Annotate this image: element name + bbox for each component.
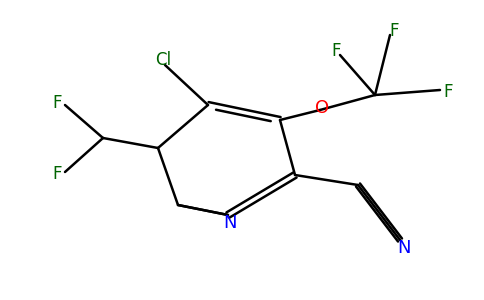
Text: N: N bbox=[223, 214, 237, 232]
Text: F: F bbox=[389, 22, 399, 40]
Text: F: F bbox=[443, 83, 453, 101]
Text: F: F bbox=[331, 42, 341, 60]
Text: Cl: Cl bbox=[155, 51, 171, 69]
Text: F: F bbox=[52, 165, 62, 183]
Text: O: O bbox=[315, 99, 329, 117]
Text: F: F bbox=[52, 94, 62, 112]
Text: N: N bbox=[397, 239, 411, 257]
